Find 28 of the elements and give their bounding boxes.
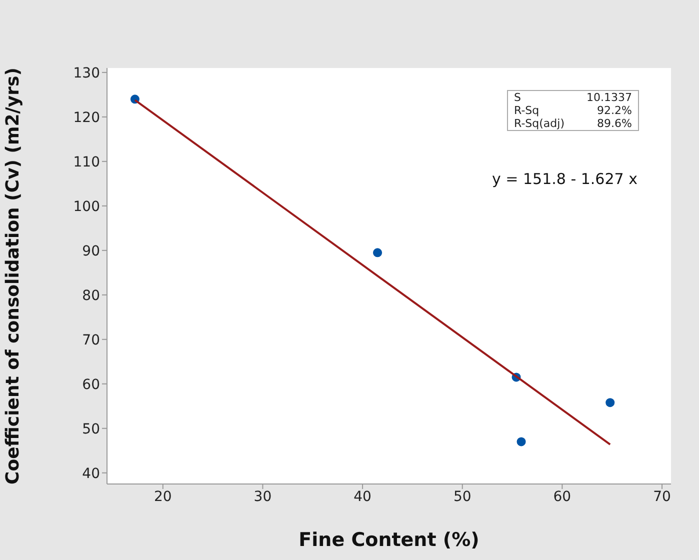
y-tick-label: 90	[82, 243, 100, 260]
annotation: 92.2%	[596, 104, 633, 117]
x-tick-label: 20	[154, 488, 172, 505]
y-tick-label: 50	[82, 421, 100, 438]
y-tick-label: 60	[82, 376, 100, 393]
annotation: R-Sq(adj)	[513, 117, 566, 130]
annotation: 89.6%	[596, 117, 633, 130]
y-tick-label: 80	[82, 288, 100, 304]
point	[373, 248, 382, 258]
y-axis-title: Coefficient of consolidation (Cv) (m2/yrs)	[2, 68, 24, 484]
x-axis-title: Fine Content (%)	[298, 529, 480, 551]
annotation: 10.1337	[586, 90, 633, 104]
y-tick-label: 110	[73, 154, 100, 170]
y-tick-label: 120	[73, 110, 100, 126]
annotation: R-Sq	[513, 104, 540, 117]
y-tick-label: 100	[73, 198, 100, 215]
x-tick-label: 40	[354, 488, 372, 505]
x-tick-label: 50	[453, 488, 472, 505]
y-tick-label: 130	[73, 65, 100, 82]
point	[606, 398, 615, 408]
x-tick-label: 60	[553, 488, 572, 505]
point	[516, 437, 526, 446]
x-tick-label: 30	[254, 488, 272, 505]
annotation: y = 151.8 - 1.627 x	[492, 170, 638, 188]
y-tick-label: 70	[82, 332, 100, 348]
x-tick-label: 70	[653, 488, 671, 505]
y-tick-label: 40	[82, 466, 100, 482]
annotation: S	[513, 90, 522, 104]
